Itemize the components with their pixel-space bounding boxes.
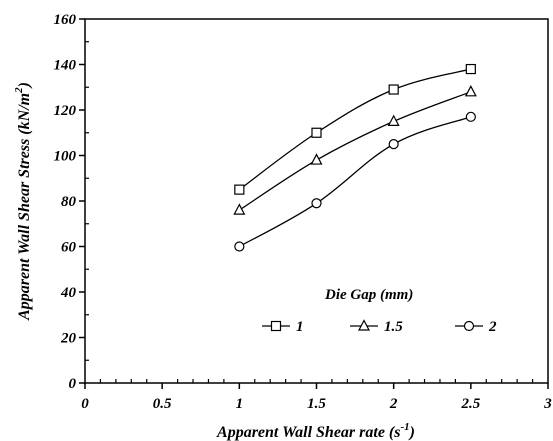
x-tick-label: 3 [543, 396, 552, 412]
series-line-triangle [238, 91, 472, 211]
data-point-triangle [387, 114, 400, 126]
series-line-circle [239, 116, 472, 248]
legend-label: 2 [488, 319, 497, 335]
legend: 1 1.5 2 [262, 319, 497, 335]
x-tick-label: 2.5 [460, 396, 480, 412]
data-point-square [311, 127, 322, 138]
series-markers [233, 63, 477, 252]
legend-marker-square [270, 320, 282, 332]
axis-ticks [79, 18, 549, 389]
y-tick-label: 140 [54, 58, 77, 74]
y-tick-label: 160 [54, 12, 77, 28]
y-tick-label: 0 [69, 376, 77, 392]
legend-label: 1 [296, 319, 304, 335]
legend-marker-circle [463, 320, 475, 332]
y-tick-label: 100 [54, 149, 77, 165]
x-tick-label: 0 [81, 396, 89, 412]
data-point-triangle [310, 153, 323, 165]
y-tick-label: 40 [60, 285, 77, 301]
data-point-triangle [464, 85, 477, 97]
y-tick-label: 120 [54, 103, 77, 119]
x-tick-label: 1.5 [307, 396, 326, 412]
data-point-triangle [233, 203, 246, 215]
series-lines [238, 68, 472, 248]
legend-label: 1.5 [384, 319, 403, 335]
x-tick-label: 0.5 [153, 396, 172, 412]
data-point-circle [465, 111, 476, 122]
y-tick-label: 80 [61, 194, 77, 210]
data-point-circle [388, 139, 399, 150]
legend-title: Die Gap (mm) [324, 287, 413, 303]
y-axis-title: Apparent Wall Shear Stress (kN/m2) [13, 82, 33, 321]
x-tick-labels: 0 0.5 1 1.5 2 2.5 3 [81, 396, 552, 412]
data-point-circle [234, 241, 245, 252]
data-point-square [465, 63, 476, 75]
y-tick-labels: 0 20 40 60 80 100 120 140 160 [54, 12, 77, 392]
x-tick-label: 1 [236, 396, 244, 412]
data-point-square [234, 184, 245, 195]
y-tick-label: 60 [61, 240, 77, 256]
y-tick-label: 20 [60, 331, 77, 347]
series-line-square [238, 68, 471, 191]
legend-marker-triangle [358, 319, 370, 331]
data-point-square [388, 84, 399, 95]
data-point-circle [311, 198, 322, 209]
x-tick-label: 2 [389, 396, 398, 412]
x-axis-title: Apparent Wall Shear rate (s-1) [216, 421, 415, 441]
